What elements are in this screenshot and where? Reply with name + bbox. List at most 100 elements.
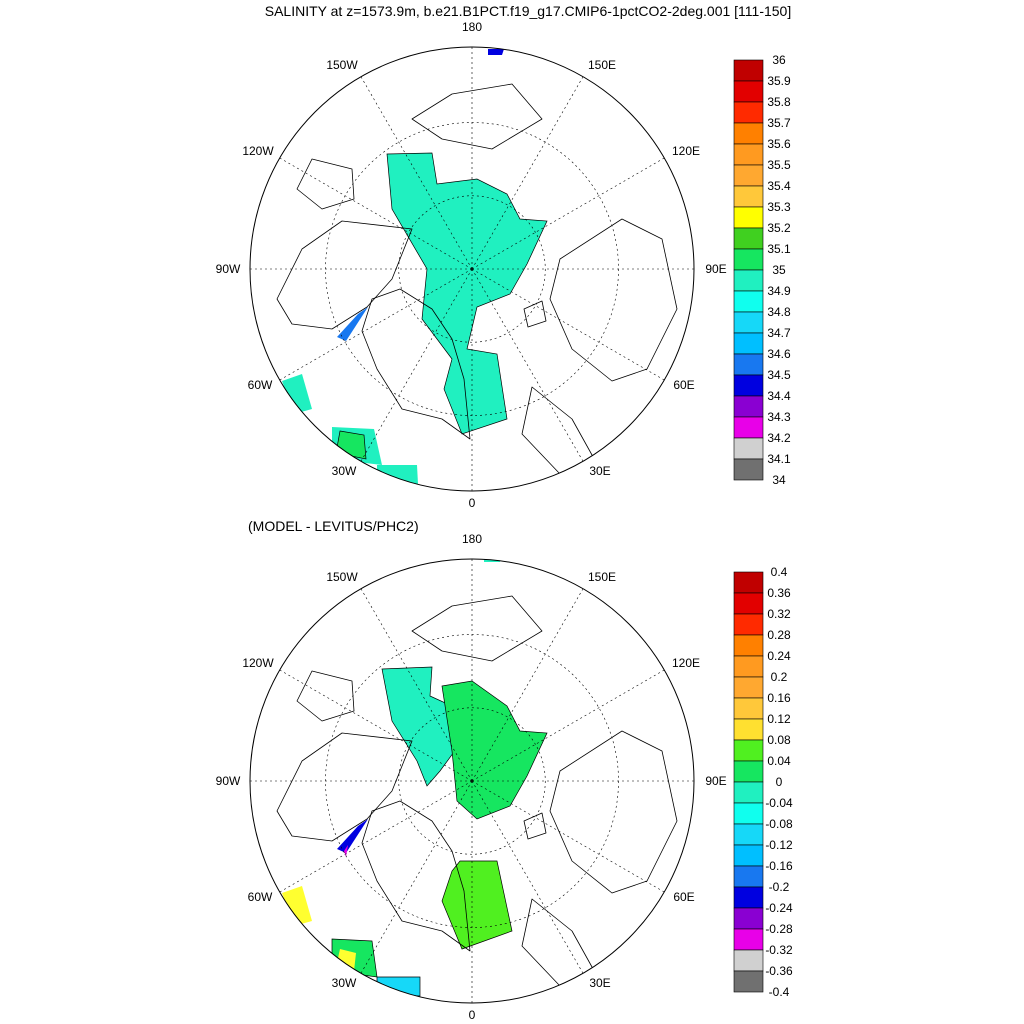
bottom-colorbar-label: 0.24 (767, 649, 791, 663)
bottom-colorbar-swatch (733, 592, 764, 615)
bottom-lon-label-120w: 120W (242, 656, 274, 670)
bottom-meridian (360, 588, 473, 782)
top-map-border (249, 46, 695, 492)
top-colorbar-swatch (733, 269, 764, 292)
bottom-colorbar-label: 0.08 (767, 733, 791, 747)
bottom-data-patch (441, 860, 513, 950)
bottom-lon-label-120e: 120E (672, 656, 700, 670)
bottom-colorbar-label: -0.2 (769, 880, 790, 894)
top-colorbar-label: 34.5 (767, 368, 791, 382)
difference-colorbar: 0.4 0.36 0.32 0.28 0.24 0.2 0.16 0.12 0.08 0.04 0 -… (733, 565, 793, 999)
bottom-colorbar-swatch (733, 613, 764, 636)
bottom-colorbar-swatch (733, 886, 764, 909)
top-colorbar-label: 34.1 (767, 452, 791, 466)
top-meridian (471, 157, 665, 270)
top-colorbar-label: 34.9 (767, 284, 791, 298)
bottom-colorbar-swatch (733, 844, 764, 867)
top-meridian (360, 268, 473, 462)
top-lon-label-150e: 150E (588, 58, 616, 72)
top-colorbar-swatch (733, 437, 764, 460)
top-colorbar-label: 34.2 (767, 431, 791, 445)
bottom-meridian (279, 780, 473, 893)
bottom-colorbar-label: -0.36 (765, 964, 793, 978)
top-colorbar-swatch (733, 164, 764, 187)
bottom-lon-label-30e: 30E (589, 976, 610, 990)
bottom-colorbar-swatch (733, 802, 764, 825)
bottom-colorbar-swatch (733, 781, 764, 804)
top-data-patch (386, 152, 548, 435)
bottom-colorbar-label: 0.4 (771, 565, 788, 579)
bottom-coastline (361, 800, 471, 952)
bottom-data-patch (282, 886, 312, 926)
top-colorbar-swatch (733, 353, 764, 376)
top-lon-label-30w: 30W (332, 464, 357, 478)
top-lon-label-180: 180 (462, 20, 482, 34)
bottom-lon-label-30w: 30W (332, 976, 357, 990)
top-colorbar-label: 34.4 (767, 389, 791, 403)
top-colorbar-label: 35.3 (767, 200, 791, 214)
top-colorbar-label: 35.7 (767, 116, 791, 130)
top-colorbar-label: 35.8 (767, 95, 791, 109)
top-colorbar-label: 34.7 (767, 326, 791, 340)
top-meridian (279, 268, 473, 381)
bottom-colorbar-label: -0.12 (765, 838, 793, 852)
top-meridian (471, 268, 665, 381)
difference-map: 180 150E 120E 90E 60E 30E 0 30W 60W 90W 120W 150W (216, 532, 727, 1022)
bottom-colorbar-label: 0.04 (767, 754, 791, 768)
top-colorbar-swatch (733, 227, 764, 250)
bottom-colorbar-swatch (733, 949, 764, 972)
top-coastline (549, 218, 678, 382)
bottom-lon-label-150e: 150E (588, 570, 616, 584)
bottom-meridian (471, 588, 584, 782)
salinity-map: 180 150E 120E 90E 60E 30E 0 30W 60W 90W 120W 150W (216, 20, 727, 510)
bottom-lon-label-90e: 90E (705, 774, 726, 788)
top-lon-label-90w: 90W (216, 262, 241, 276)
top-lon-label-0: 0 (469, 496, 476, 510)
bottom-meridian (279, 669, 473, 782)
bottom-colorbar-label: 0.2 (771, 670, 788, 684)
bottom-lon-label-60e: 60E (673, 890, 694, 904)
top-colorbar-swatch (733, 59, 764, 82)
top-lon-label-30e: 30E (589, 464, 610, 478)
bottom-colorbar-swatch (733, 865, 764, 888)
top-colorbar-label: 35 (772, 263, 786, 277)
top-colorbar-swatch (733, 290, 764, 313)
bottom-colorbar-swatch (733, 739, 764, 762)
bottom-colorbar-swatch (733, 928, 764, 951)
bottom-colorbar-label: -0.24 (765, 901, 793, 915)
bottom-data-patch (376, 976, 421, 997)
top-colorbar-swatch (733, 416, 764, 439)
top-lon-label-120w: 120W (242, 144, 274, 158)
top-colorbar-label: 35.1 (767, 242, 791, 256)
bottom-colorbar-label: 0.32 (767, 607, 791, 621)
bottom-data-patch (337, 819, 368, 853)
top-coastline (411, 83, 543, 150)
bottom-lon-label-60w: 60W (248, 890, 273, 904)
top-colorbar-swatch (733, 101, 764, 124)
top-data-patch (488, 49, 504, 55)
bottom-meridian (471, 780, 665, 893)
top-latitude-circle (398, 195, 546, 343)
bottom-colorbar-label: 0.16 (767, 691, 791, 705)
top-colorbar-swatch (733, 332, 764, 355)
top-meridian (471, 268, 584, 462)
top-lon-label-90e: 90E (705, 262, 726, 276)
top-coastline (276, 220, 413, 330)
top-data-patch (282, 374, 312, 414)
salinity-colorbar: 36 35.9 35.8 35.7 35.6 35.5 35.4 35.3 35.2 35.1 35… (733, 53, 791, 487)
bottom-colorbar-label: -0.16 (765, 859, 793, 873)
top-coastline (361, 288, 471, 440)
bottom-colorbar-label: -0.04 (765, 796, 793, 810)
top-colorbar-swatch (733, 395, 764, 418)
top-colorbar-swatch (733, 143, 764, 166)
bottom-lon-label-180: 180 (462, 532, 482, 546)
top-colorbar-swatch (733, 122, 764, 145)
top-colorbar-swatch (733, 185, 764, 208)
top-colorbar-label: 36 (772, 53, 786, 67)
bottom-colorbar-label: 0.36 (767, 586, 791, 600)
bottom-coastline (549, 730, 678, 894)
top-colorbar-swatch (733, 206, 764, 229)
top-meridian (279, 157, 473, 270)
top-colorbar-label: 34.6 (767, 347, 791, 361)
